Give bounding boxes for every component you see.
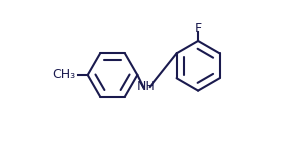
Text: NH: NH xyxy=(137,80,156,93)
Text: F: F xyxy=(195,22,202,34)
Text: CH₃: CH₃ xyxy=(53,69,76,81)
